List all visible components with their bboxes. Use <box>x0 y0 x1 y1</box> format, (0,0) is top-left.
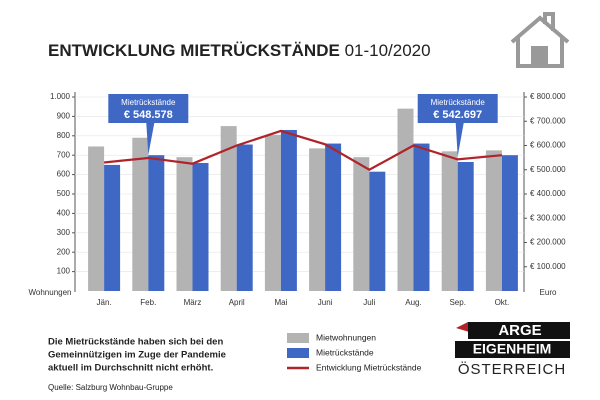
bar <box>325 143 342 291</box>
y2-tick-label: € 600.000 <box>530 141 566 150</box>
logo-text: EIGENHEIM <box>473 341 552 357</box>
bar <box>369 171 386 291</box>
y-tick-label: 100 <box>57 267 71 276</box>
logo: ARGE EIGENHEIM ÖSTERREICH <box>455 322 570 378</box>
x-tick-label: Juli <box>363 298 375 307</box>
y2-tick-label: € 200.000 <box>530 238 566 247</box>
line <box>103 129 503 172</box>
x-tick-label: Juni <box>318 298 333 307</box>
y-tick-label: 700 <box>57 150 71 159</box>
x-tick-label: Feb. <box>140 298 156 307</box>
note: Die Mietrückstände haben sich bei den Ge… <box>48 337 226 374</box>
bar <box>192 162 209 291</box>
y-tick-label: 800 <box>57 131 71 140</box>
bar <box>280 129 297 291</box>
x-tick-label: Sep. <box>449 298 465 307</box>
bar <box>220 126 237 291</box>
y-tick-label: 300 <box>57 228 71 237</box>
logo-text: ÖSTERREICH <box>458 360 566 378</box>
bar <box>132 137 149 291</box>
bar <box>148 155 165 291</box>
logo-text: ARGE <box>498 322 541 339</box>
x-tick-label: März <box>184 298 202 307</box>
callout-box <box>108 94 189 155</box>
legend: Mietwohnungen Mietrückstände Entwicklung M… <box>287 332 422 372</box>
bar <box>441 151 458 291</box>
callout-box <box>417 94 498 157</box>
callout: Mietrückstände € 542.697 <box>417 94 498 157</box>
callout-title: Mietrückstände <box>121 98 176 107</box>
y-tick-label: 400 <box>57 209 71 218</box>
bar <box>104 164 121 291</box>
y2-tick-label: € 800.000 <box>530 92 566 101</box>
bar <box>413 143 430 291</box>
x-tick-label: Jän. <box>97 298 112 307</box>
y2-tick-label: € 400.000 <box>530 189 566 198</box>
x-tick-label: Okt. <box>495 298 510 307</box>
y2-tick-label: € 500.000 <box>530 165 566 174</box>
callout: Mietrückstände € 548.578 <box>108 94 189 155</box>
bar <box>264 134 281 291</box>
bar <box>176 157 193 291</box>
y-tick-label: 900 <box>57 112 71 121</box>
bar <box>353 157 370 291</box>
note-line: aktuell im Durchschnitt nicht erhöht. <box>48 363 213 374</box>
y-tick-label: 1.000 <box>50 92 71 101</box>
legend-swatch <box>287 348 309 358</box>
callout-title: Mietrückstände <box>431 98 486 107</box>
x-tick-label: April <box>229 298 245 307</box>
bar <box>457 161 474 291</box>
y2-tick-label: € 100.000 <box>530 262 566 271</box>
bar <box>88 146 105 291</box>
bar <box>485 150 502 291</box>
plot: 100 200 300 400 500 600 700 800 900 1.000 € 100.00… <box>50 92 566 307</box>
bar <box>309 148 326 291</box>
y2-tick-label: € 300.000 <box>530 213 566 222</box>
x-tick-label: Aug. <box>405 298 421 307</box>
note-line: Gemeinnützigen im Zuge der Pandemie <box>48 350 226 361</box>
y-tick-label: 200 <box>57 247 71 256</box>
y2-axis-label: Euro <box>540 288 557 297</box>
chart-title: ENTWICKLUNG MIETRÜCKSTÄNDE 01-10/2020 <box>48 41 431 60</box>
legend-swatch <box>287 333 309 343</box>
bar <box>397 108 414 291</box>
source: Quelle: Salzburg Wohnbau-Gruppe <box>48 383 173 392</box>
legend-label: Mietwohnungen <box>316 332 376 342</box>
y2-tick-label: € 700.000 <box>530 116 566 125</box>
legend-label: Entwicklung Mietrückstände <box>316 362 422 372</box>
y-tick-label: 500 <box>57 189 71 198</box>
callout-value: € 542.697 <box>433 109 482 121</box>
callout-value: € 548.578 <box>124 109 173 121</box>
y-tick-label: 600 <box>57 170 71 179</box>
y-axis-label: Wohnungen <box>29 288 72 297</box>
bar <box>236 144 253 291</box>
bar <box>501 155 518 291</box>
x-tick-label: Mai <box>274 298 287 307</box>
note-line: Die Mietrückstände haben sich bei den <box>48 337 223 348</box>
house-icon <box>510 12 570 68</box>
legend-label: Mietrückstände <box>316 347 374 357</box>
